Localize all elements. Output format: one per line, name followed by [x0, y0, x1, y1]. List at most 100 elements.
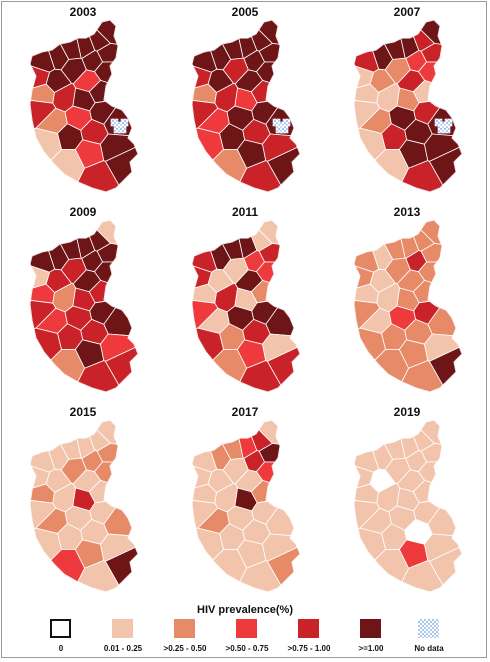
district-region	[354, 483, 379, 504]
district-region	[30, 420, 56, 473]
year-label: 2019	[393, 405, 421, 419]
district-region	[371, 360, 462, 392]
legend-swatch-3	[236, 619, 257, 638]
district-region	[209, 160, 300, 192]
map-panel-2011: 2011	[164, 202, 326, 402]
district-map	[354, 420, 462, 592]
district-map	[30, 420, 138, 592]
state-outline	[30, 420, 138, 592]
no-data-region	[120, 118, 129, 127]
district-region	[30, 127, 62, 192]
district-region	[354, 420, 380, 473]
state-outline	[192, 420, 300, 592]
legend-item-0: 0	[22, 619, 100, 657]
district-region	[209, 560, 300, 592]
state-outline	[354, 420, 462, 592]
district-region	[30, 149, 86, 192]
year-label: 2009	[69, 205, 97, 219]
district-region	[354, 327, 386, 392]
district-map	[192, 420, 300, 592]
legend-item-4: >0.75 - 1.00	[270, 619, 348, 657]
legend-swatch-2	[174, 619, 195, 638]
district-map	[30, 20, 138, 192]
district-map	[354, 20, 462, 192]
district-region	[420, 242, 462, 263]
district-region	[258, 442, 300, 463]
district-region	[96, 442, 138, 463]
district-region	[104, 528, 138, 592]
district-region	[30, 283, 55, 304]
state-outline	[192, 20, 300, 192]
legend-item-1: 0.01 - 0.25	[84, 619, 162, 657]
legend-label-0: 0	[58, 644, 64, 653]
district-region	[192, 327, 224, 392]
legend-label-1: 0.01 - 0.25	[103, 644, 143, 653]
district-region	[258, 42, 300, 63]
legend-swatch-1	[112, 619, 133, 638]
legend-label-3: >0.50 - 0.75	[225, 644, 269, 653]
year-label: 2011	[231, 205, 259, 219]
district-region	[192, 349, 248, 392]
district-region	[104, 128, 138, 192]
district-region	[47, 360, 138, 392]
legend-label-6: No data	[414, 644, 444, 653]
legend-item-6: No data	[390, 619, 468, 657]
district-region	[30, 527, 62, 592]
district-region	[192, 127, 224, 192]
district-region	[428, 528, 462, 592]
district-region	[192, 149, 248, 192]
district-region	[104, 328, 138, 392]
legend-label-2: >0.25 - 0.50	[163, 644, 207, 653]
district-region	[47, 160, 138, 192]
district-map	[192, 220, 300, 392]
district-region	[30, 327, 62, 392]
map-panel-2007: 2007	[326, 2, 488, 202]
district-region	[371, 160, 462, 192]
legend-swatch-4	[298, 619, 319, 638]
district-region	[96, 242, 138, 263]
map-panel-2009: 2009	[2, 202, 164, 402]
district-region	[266, 528, 300, 592]
year-label: 2015	[69, 405, 97, 419]
legend-item-5: >=1.00	[332, 619, 410, 657]
district-region	[354, 349, 410, 392]
district-region	[428, 128, 462, 192]
legend-swatch-5	[360, 619, 381, 638]
district-region	[192, 549, 248, 592]
district-region	[420, 442, 462, 463]
legend-title: HIV prevalence(%)	[197, 604, 293, 616]
district-region	[371, 560, 462, 592]
legend-label-4: >0.75 - 1.00	[287, 644, 331, 653]
map-panel-2003: 2003	[2, 2, 164, 202]
district-region	[354, 83, 379, 104]
district-region	[30, 549, 86, 592]
district-region	[354, 527, 386, 592]
map-grid: 2003 2005 2007 2009 2011 2013 2015 2017 2019	[2, 2, 488, 602]
district-region	[266, 328, 300, 392]
map-panel-2013: 2013	[326, 202, 488, 402]
district-region	[354, 127, 386, 192]
year-label: 2007	[393, 5, 421, 19]
no-data-region	[280, 125, 289, 134]
map-panel-2015: 2015	[2, 402, 164, 602]
district-region	[30, 349, 86, 392]
district-region	[30, 83, 55, 104]
district-region	[192, 283, 217, 304]
legend-swatch-6	[418, 619, 439, 638]
district-region	[428, 328, 462, 392]
district-map	[354, 220, 462, 392]
district-region	[30, 220, 56, 273]
district-map	[192, 20, 300, 192]
legend-item-3: >0.50 - 0.75	[208, 619, 286, 657]
district-region	[96, 42, 138, 63]
legend: HIV prevalence(%) 0 0.01 - 0.25 >0.25 - …	[2, 602, 488, 659]
district-region	[192, 527, 224, 592]
legend-label-5: >=1.00	[358, 644, 384, 653]
district-region	[192, 483, 217, 504]
district-region	[354, 20, 380, 73]
year-label: 2003	[69, 5, 97, 19]
district-map	[30, 220, 138, 392]
legend-item-2: >0.25 - 0.50	[146, 619, 224, 657]
no-data-region	[282, 118, 291, 127]
